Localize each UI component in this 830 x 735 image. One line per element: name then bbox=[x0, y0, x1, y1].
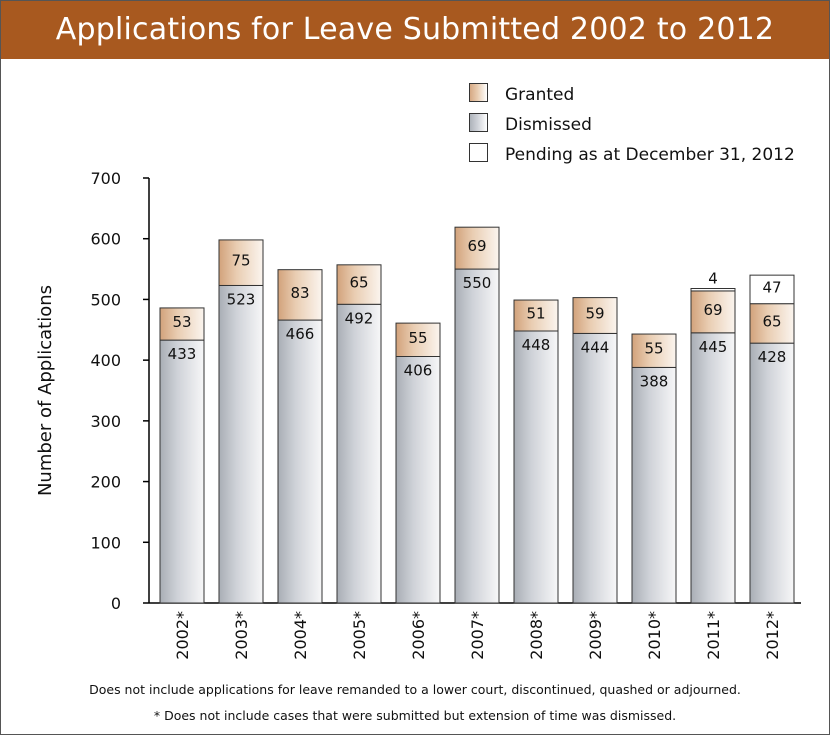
bar-dismissed bbox=[454, 268, 500, 604]
y-tick-label: 600 bbox=[90, 230, 121, 249]
bar-dismissed bbox=[572, 332, 618, 604]
bar-dismissed bbox=[749, 342, 795, 604]
bar-granted bbox=[690, 290, 736, 334]
x-tick-label: 2002* bbox=[173, 611, 192, 660]
data-label-dismissed: 433 bbox=[168, 345, 197, 363]
legend-label-granted: Granted bbox=[505, 85, 575, 105]
data-label-granted: 65 bbox=[762, 312, 781, 330]
bar-granted bbox=[395, 322, 441, 358]
data-label-granted: 55 bbox=[408, 329, 427, 347]
data-label-pending: 47 bbox=[762, 278, 781, 296]
bar-granted bbox=[572, 297, 618, 334]
footnote-1: Does not include applications for leave … bbox=[89, 682, 741, 697]
bar-granted bbox=[631, 333, 677, 368]
bar-dismissed bbox=[159, 339, 205, 604]
bar-granted bbox=[159, 307, 205, 341]
y-tick-label: 100 bbox=[90, 533, 121, 552]
data-label-pending: 4 bbox=[708, 270, 718, 288]
data-label-dismissed: 550 bbox=[463, 274, 492, 292]
data-label-granted: 75 bbox=[231, 252, 250, 270]
bar-pending bbox=[749, 274, 795, 305]
legend-swatch-pending bbox=[469, 143, 488, 162]
data-label-granted: 59 bbox=[585, 305, 604, 323]
bar-granted bbox=[336, 264, 382, 305]
data-label-granted: 55 bbox=[644, 340, 663, 358]
legend-swatch-granted bbox=[469, 83, 488, 102]
data-label-dismissed: 448 bbox=[522, 336, 551, 354]
data-label-granted: 51 bbox=[526, 305, 545, 323]
legend-label-pending: Pending as at December 31, 2012 bbox=[505, 145, 795, 165]
bar-dismissed bbox=[218, 284, 264, 604]
x-tick-label: 2010* bbox=[645, 611, 664, 660]
x-tick-label: 2008* bbox=[527, 611, 546, 660]
data-label-dismissed: 444 bbox=[581, 338, 610, 356]
bar-dismissed bbox=[336, 303, 382, 604]
x-tick-label: 2011* bbox=[704, 611, 723, 660]
bar-dismissed bbox=[395, 356, 441, 604]
y-tick-label: 300 bbox=[90, 412, 121, 431]
x-tick-label: 2012* bbox=[763, 611, 782, 660]
y-tick-label: 500 bbox=[90, 290, 121, 309]
bar-dismissed bbox=[631, 366, 677, 604]
footnotes: Does not include applications for leave … bbox=[1, 677, 829, 729]
footnote-2: * Does not include cases that were submi… bbox=[153, 708, 677, 723]
data-label-granted: 69 bbox=[703, 301, 722, 319]
data-label-dismissed: 428 bbox=[758, 348, 787, 366]
bar-pending bbox=[690, 288, 736, 292]
chart-title: Applications for Leave Submitted 2002 to… bbox=[1, 1, 829, 59]
legend-label-dismissed: Dismissed bbox=[505, 115, 592, 135]
data-label-granted: 83 bbox=[290, 284, 309, 302]
x-tick-label: 2004* bbox=[291, 611, 310, 660]
data-label-dismissed: 523 bbox=[227, 290, 256, 308]
y-tick-label: 400 bbox=[90, 351, 121, 370]
data-label-dismissed: 466 bbox=[286, 325, 315, 343]
data-label-granted: 65 bbox=[349, 274, 368, 292]
data-label-granted: 69 bbox=[467, 237, 486, 255]
y-tick-label: 0 bbox=[111, 594, 121, 613]
y-tick-label: 700 bbox=[90, 169, 121, 188]
bar-dismissed bbox=[690, 332, 736, 604]
x-tick-label: 2006* bbox=[409, 611, 428, 660]
data-label-dismissed: 388 bbox=[640, 372, 669, 390]
bar-granted bbox=[513, 299, 559, 332]
bar-dismissed bbox=[277, 319, 323, 604]
data-label-dismissed: 445 bbox=[699, 338, 728, 356]
bar-granted bbox=[218, 239, 264, 286]
bar-granted bbox=[277, 269, 323, 321]
bar-granted bbox=[454, 226, 500, 270]
bar-dismissed bbox=[513, 330, 559, 604]
x-tick-label: 2007* bbox=[468, 611, 487, 660]
data-label-dismissed: 492 bbox=[345, 309, 374, 327]
data-label-granted: 53 bbox=[172, 313, 191, 331]
x-tick-label: 2005* bbox=[350, 611, 369, 660]
x-tick-label: 2009* bbox=[586, 611, 605, 660]
x-tick-label: 2003* bbox=[232, 611, 251, 660]
data-label-dismissed: 406 bbox=[404, 362, 433, 380]
legend-swatch-dismissed bbox=[469, 113, 488, 132]
y-tick-label: 200 bbox=[90, 473, 121, 492]
y-axis-title: Number of Applications bbox=[35, 285, 56, 496]
